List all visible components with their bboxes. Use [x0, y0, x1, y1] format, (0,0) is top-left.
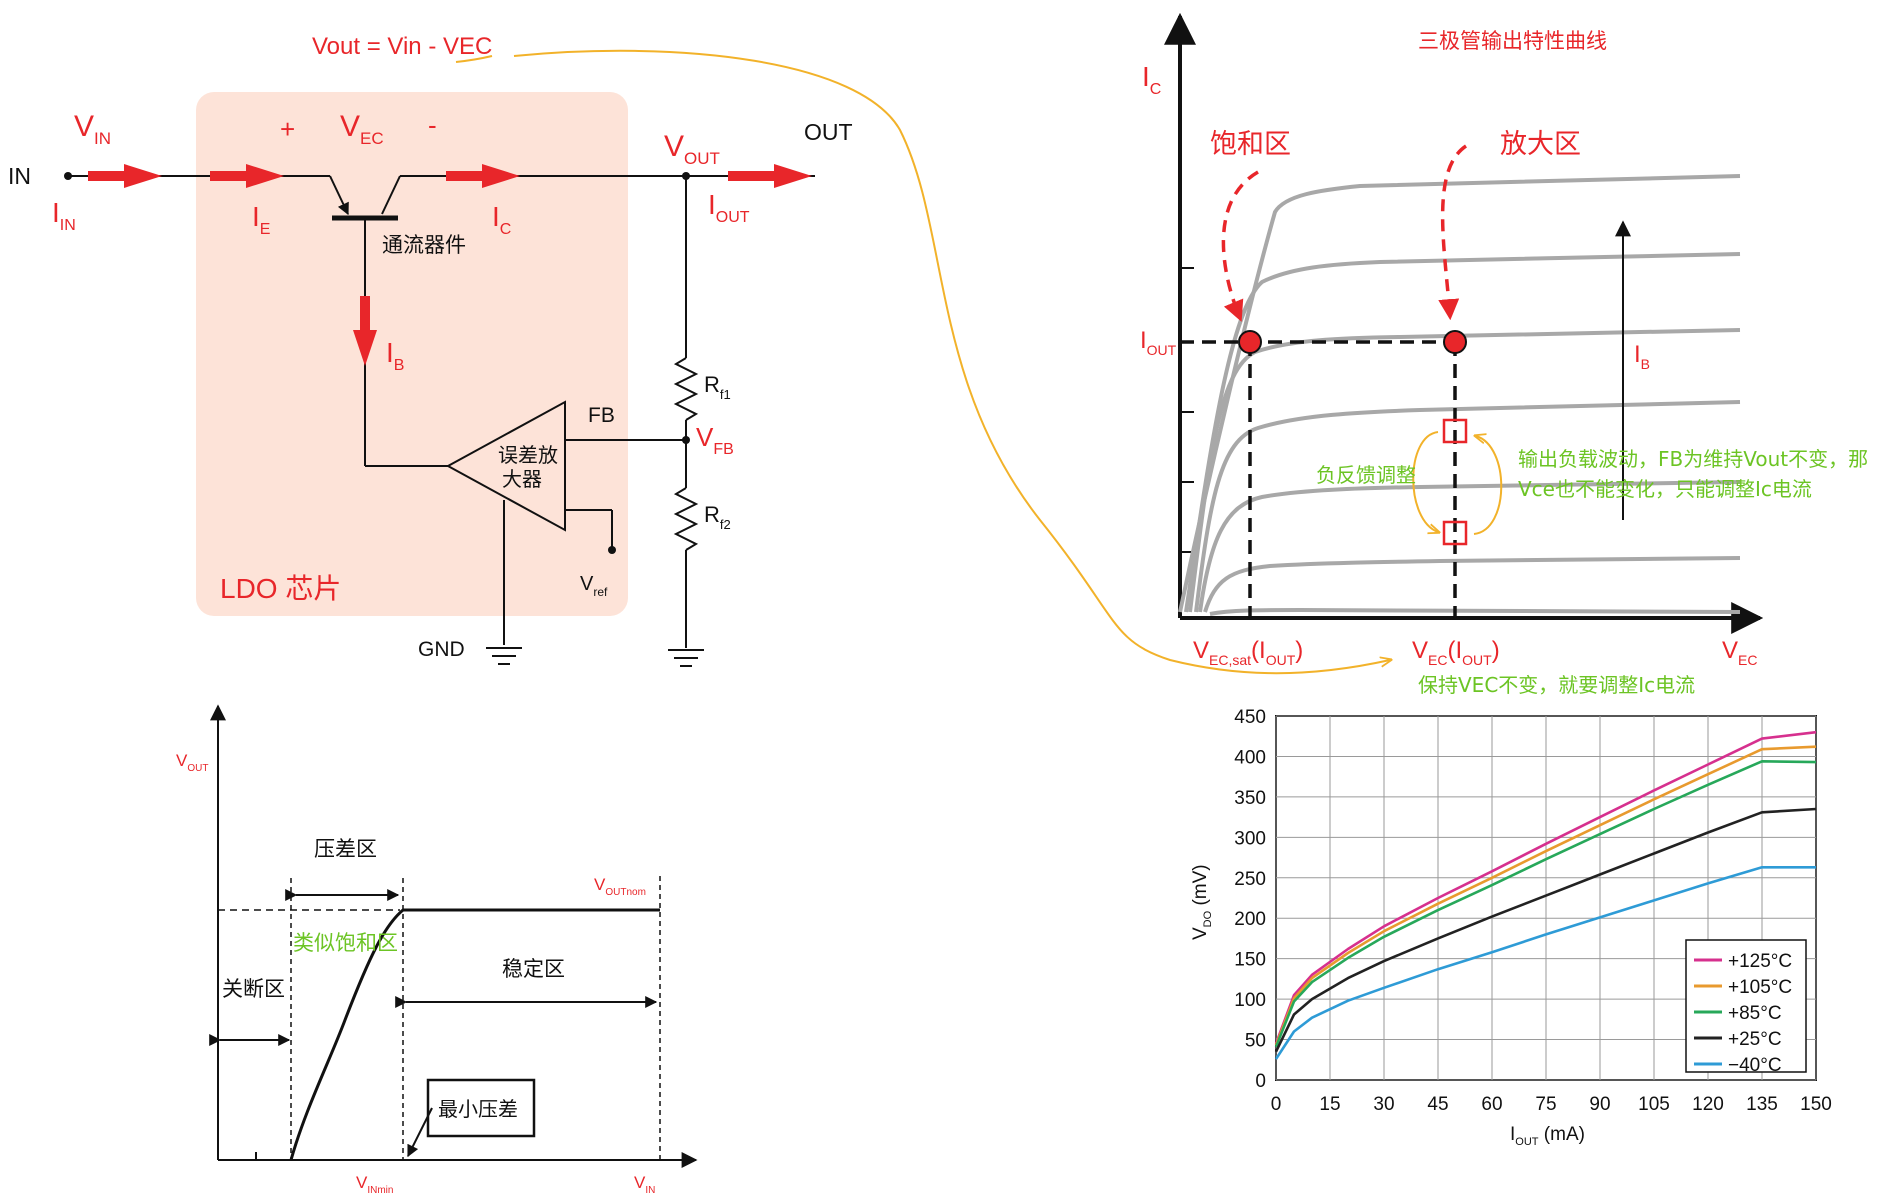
- ldo-vin-label: VIN: [74, 110, 111, 148]
- ldo-out-label: OUT: [804, 119, 853, 145]
- chart-y-tick-label: 250: [1234, 869, 1266, 890]
- chart-y-tick-label: 150: [1234, 950, 1266, 971]
- chart-series: [1274, 730, 1817, 1060]
- bjt-x2-label: VEC(IOUT): [1412, 637, 1500, 668]
- ldo-vfb-label: VFB: [696, 422, 734, 458]
- chart-y-tick-label: 200: [1234, 909, 1266, 930]
- chart-y-tick-label: 450: [1234, 707, 1266, 728]
- chart-x-tick-label: 60: [1481, 1094, 1502, 1115]
- chart-legend-label: −40°C: [1728, 1055, 1782, 1076]
- ldo-vout-label: VOUT: [664, 130, 720, 168]
- chart-y-ticks: 0 50 100 150 200 250 300 350 400 450: [1234, 707, 1266, 1092]
- chart-x-tick-label: 30: [1373, 1094, 1394, 1115]
- chart-x-tick-label: 120: [1692, 1094, 1724, 1115]
- bjt-curves: [1178, 174, 1741, 616]
- bjt-saturation-label: 饱和区: [1210, 129, 1291, 160]
- dropout-voutnom-label: VOUTnom: [594, 875, 646, 898]
- dropout-off-label: 关断区: [222, 977, 285, 1001]
- chart-x-tick-label: 135: [1746, 1094, 1778, 1115]
- bjt-title: 三极管输出特性曲线: [1418, 30, 1607, 53]
- chart-x-axis-label: IOUT (mA): [1510, 1124, 1585, 1148]
- chart-series-line: [1274, 730, 1817, 1045]
- dropout-diagram: VOUT 压差区 VOUTnom 类似饱和区 关断区 稳定区 最小压差 VINm…: [176, 704, 698, 1196]
- chart-series-line: [1274, 807, 1817, 1053]
- dropout-vinmin-label: VINmin: [356, 1173, 393, 1196]
- dropout-min-label: 最小压差: [438, 1097, 518, 1121]
- ldo-chip-label: LDO 芯片: [220, 573, 341, 604]
- ldo-gnd-label: GND: [418, 638, 465, 661]
- bjt-x1-label: VEC,sat(IOUT): [1193, 637, 1303, 668]
- ldo-chip-box: [196, 92, 628, 616]
- chart-y-axis-label: VDO (mV): [1190, 864, 1214, 940]
- chart-legend-label: +125°C: [1728, 951, 1792, 972]
- ldo-circuit: Vout = Vin - VEC: [8, 33, 853, 667]
- ldo-vec-label: VEC: [340, 110, 384, 148]
- chart-x-tick-label: 45: [1427, 1094, 1448, 1115]
- ldo-amp-line2: 大器: [502, 467, 542, 491]
- chart-legend-label: +105°C: [1728, 977, 1792, 998]
- annotation-connector: [455, 49, 1390, 675]
- bjt-iout-label: IOUT: [1140, 327, 1177, 358]
- ldo-pass-device: 通流器件: [382, 233, 466, 257]
- annotation-vout-equation: Vout = Vin - VEC: [312, 33, 492, 60]
- chart-y-tick-label: 400: [1234, 747, 1266, 768]
- ldo-ic-label: IC: [492, 201, 511, 238]
- dropout-vin-label: VIN: [634, 1173, 655, 1196]
- chart-legend-label: +85°C: [1728, 1003, 1782, 1024]
- chart-x-ticks: 0 15 30 45 60 75 90 105 120 135 150: [1271, 1094, 1832, 1115]
- ldo-rf2-label: Rf2: [704, 502, 731, 532]
- chart-legend-label: +25°C: [1728, 1029, 1782, 1050]
- chart-x-tick-label: 15: [1319, 1094, 1340, 1115]
- chart-series-line: [1274, 745, 1817, 1046]
- current-arrows: [88, 164, 812, 366]
- ldo-fb-label: FB: [588, 404, 615, 427]
- bjt-note-line2: Vce也不能变化，只能调整Ic电流: [1518, 477, 1812, 501]
- dropout-stable-label: 稳定区: [502, 957, 565, 981]
- chart-legend-box: [1685, 939, 1807, 1073]
- chart-series-line: [1274, 865, 1816, 1060]
- bjt-feedback-label: 负反馈调整: [1316, 463, 1416, 487]
- chart-y-tick-label: 50: [1245, 1031, 1266, 1052]
- dropout-similar-label: 类似饱和区: [293, 931, 398, 955]
- ldo-amp-line1: 误差放: [498, 443, 558, 467]
- chart-legend: +125°C +105°C +85°C +25°C −40°C: [1685, 939, 1807, 1076]
- dropout-region-label: 压差区: [314, 837, 377, 861]
- chart-series-line: [1274, 759, 1817, 1048]
- bjt-amplify-label: 放大区: [1500, 129, 1581, 160]
- bjt-x3-label: VEC: [1722, 637, 1757, 668]
- ldo-rf1-label: Rf1: [704, 372, 731, 402]
- chart-y-tick-label: 300: [1234, 828, 1266, 849]
- ldo-iin-label: IIN: [52, 197, 76, 234]
- ldo-iout-label: IOUT: [708, 189, 750, 226]
- ldo-in-label: IN: [8, 163, 31, 189]
- chart-x-tick-label: 75: [1535, 1094, 1556, 1115]
- chart-x-tick-label: 105: [1638, 1094, 1670, 1115]
- ldo-minus: -: [428, 110, 437, 140]
- bjt-ib-label: IB: [1634, 341, 1650, 372]
- ldo-plus: +: [280, 114, 295, 144]
- dropout-chart: 0 50 100 150 200 250 300 350 400 450 0 15 30 45 60 75 9…: [1190, 707, 1832, 1148]
- bjt-characteristic: 三极管输出特性曲线 IC 饱和区 放大区 IOUT IB 负反馈调整 输出负载波…: [1140, 12, 1868, 697]
- chart-x-tick-label: 0: [1271, 1094, 1282, 1115]
- chart-x-tick-label: 150: [1800, 1094, 1832, 1115]
- dropout-vout-label: VOUT: [176, 751, 208, 774]
- bjt-bottom-note: 保持VEC不变，就要调整Ic电流: [1418, 673, 1695, 697]
- chart-y-tick-label: 350: [1234, 788, 1266, 809]
- bjt-note-line1: 输出负载波动，FB为维持Vout不变，那: [1518, 447, 1868, 471]
- ldo-vref-label: Vref: [580, 573, 608, 599]
- chart-y-tick-label: 100: [1234, 990, 1266, 1011]
- ldo-ie-label: IE: [252, 201, 270, 238]
- bjt-ic-label: IC: [1142, 61, 1161, 98]
- ldo-ib-label: IB: [386, 337, 404, 374]
- chart-y-tick-label: 0: [1255, 1071, 1266, 1092]
- chart-x-tick-label: 90: [1589, 1094, 1610, 1115]
